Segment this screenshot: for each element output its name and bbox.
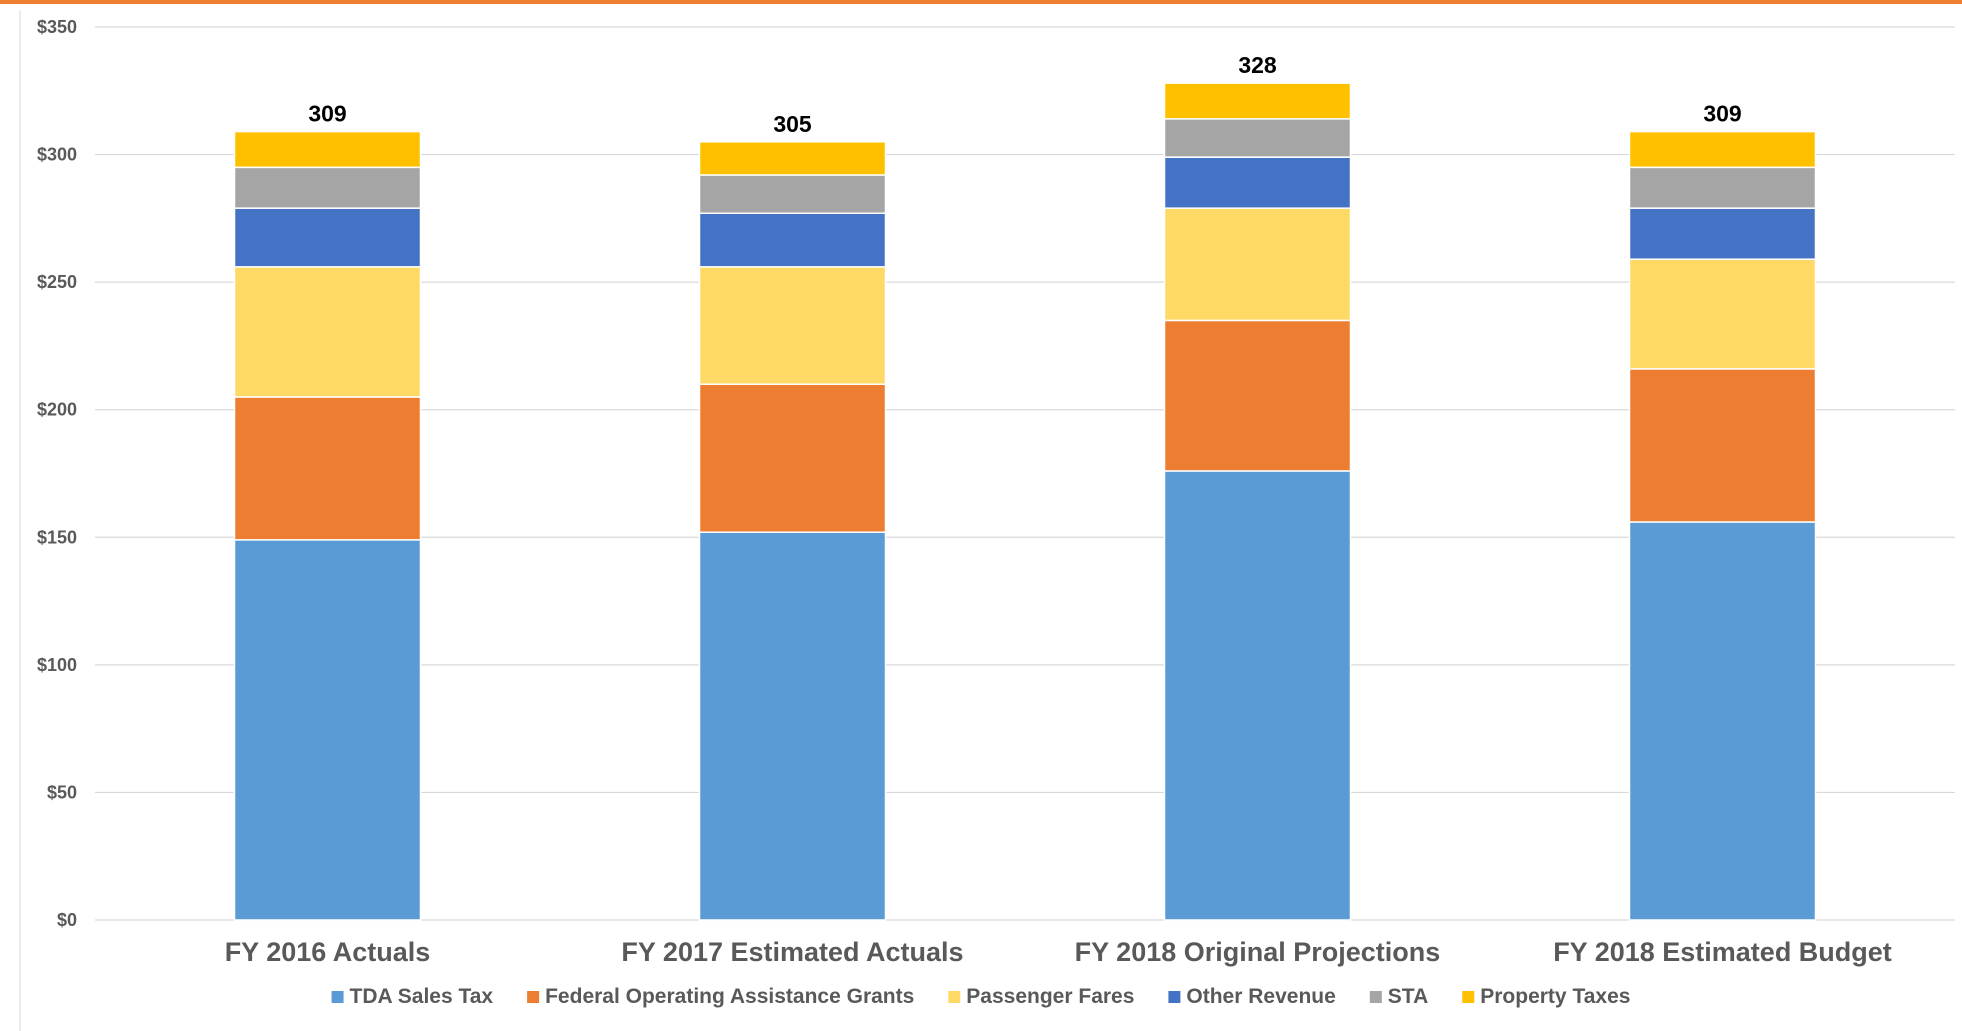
bar-segment [1628, 130, 1817, 169]
x-category-label: FY 2016 Actuals [225, 937, 431, 967]
bar-segment [698, 383, 887, 533]
bar-segment [1163, 470, 1352, 921]
y-tick-label: $250 [37, 272, 77, 292]
bar-segment [1163, 118, 1352, 158]
legend-label: Other Revenue [1186, 985, 1335, 1008]
bar-segment [698, 531, 887, 921]
bar-segment [1163, 156, 1352, 209]
bar-total-label: 309 [308, 101, 346, 127]
bar-segment [233, 539, 422, 921]
bar-segment [233, 396, 422, 541]
bar-segment [1163, 207, 1352, 322]
bar-segment [1163, 82, 1352, 120]
bar-segment [1628, 258, 1817, 370]
x-category-label: FY 2018 Estimated Budget [1553, 937, 1892, 967]
legend-swatch [1462, 991, 1475, 1003]
bar-total-label: 305 [773, 111, 812, 137]
bar-segment [1628, 521, 1817, 921]
legend-swatch [948, 991, 961, 1003]
bar-total-label: 328 [1238, 52, 1277, 78]
bar-segment [1628, 166, 1817, 209]
legend-label: TDA Sales Tax [350, 985, 494, 1008]
legend-swatch [527, 991, 540, 1003]
y-tick-label: $50 [47, 782, 77, 802]
bar-segment [1628, 368, 1817, 523]
bar-segment [233, 130, 422, 169]
bar-segment [233, 166, 422, 209]
bar-total-label: 309 [1703, 101, 1741, 127]
y-tick-label: $300 [37, 145, 77, 165]
legend-swatch [1168, 991, 1181, 1003]
legend-label: Federal Operating Assistance Grants [545, 985, 914, 1008]
legend-swatch [331, 991, 344, 1003]
legend-label: STA [1388, 985, 1428, 1008]
legend-label: Property Taxes [1480, 985, 1630, 1008]
x-category-label: FY 2017 Estimated Actuals [621, 937, 963, 967]
bar-segment [698, 141, 887, 176]
bar-segment [698, 174, 887, 215]
bar-segment [698, 266, 887, 385]
x-category-label: FY 2018 Original Projections [1075, 937, 1441, 967]
bar-segment [698, 212, 887, 268]
legend-swatch [1369, 991, 1382, 1003]
y-tick-label: $0 [57, 910, 77, 930]
bar-segment [233, 266, 422, 398]
y-tick-label: $350 [37, 17, 77, 37]
bar-segment [233, 207, 422, 268]
top-accent-rule [0, 0, 1962, 4]
bar-segment [1628, 207, 1817, 260]
y-tick-label: $200 [37, 400, 77, 420]
y-tick-label: $150 [37, 527, 77, 547]
y-tick-label: $100 [37, 655, 77, 675]
legend-label: Passenger Fares [966, 985, 1134, 1008]
bar-segment [1163, 319, 1352, 472]
